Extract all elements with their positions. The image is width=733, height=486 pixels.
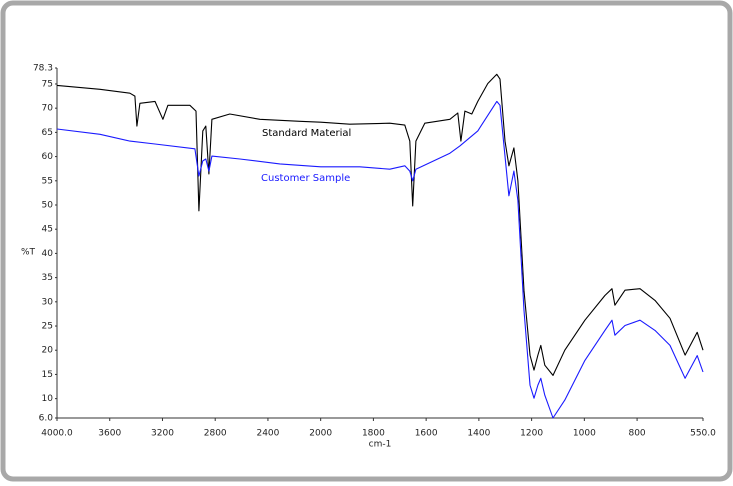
y-tick-label: 30	[42, 297, 54, 307]
y-tick-label: 78.3	[33, 64, 53, 74]
x-tick-label: 4000.0	[41, 429, 73, 439]
x-axis-label: cm-1	[369, 440, 392, 450]
y-tick-label: 6.0	[39, 414, 54, 424]
y-tick-label: 20	[42, 346, 54, 356]
x-tick-label: 1600	[415, 429, 438, 439]
y-tick-label: 35	[42, 273, 53, 283]
y-tick-label: 60	[42, 152, 54, 162]
y-tick-label: 25	[42, 322, 53, 332]
x-tick-label: 550.0	[690, 429, 716, 439]
annotation: Standard Material	[262, 128, 351, 139]
x-tick-label: 2800	[204, 429, 227, 439]
y-tick-label: 65	[42, 128, 53, 138]
y-tick-label: 50	[42, 200, 54, 210]
annotation: Customer Sample	[261, 173, 350, 184]
y-tick-label: 70	[42, 104, 54, 114]
y-axis-label: %T	[21, 248, 36, 258]
x-tick-label: 1000	[573, 429, 596, 439]
y-tick-label: 15	[42, 370, 53, 380]
x-tick-label: 3200	[151, 429, 174, 439]
x-tick-label: 3600	[98, 429, 121, 439]
y-tick-label: 40	[42, 249, 54, 259]
x-tick-label: 800	[628, 429, 645, 439]
spectrum-line	[56, 100, 704, 419]
x-tick-label: 2400	[256, 429, 279, 439]
y-tick-label: 10	[42, 394, 54, 404]
x-tick-label: 1800	[362, 429, 385, 439]
y-tick-label: 55	[42, 176, 53, 186]
spectrum-line	[56, 73, 704, 376]
y-tick-label: 75	[42, 79, 53, 89]
x-tick-label: 1200	[520, 429, 543, 439]
x-tick-label: 2000	[309, 429, 332, 439]
y-tick-label: 45	[42, 225, 53, 235]
x-tick-label: 1400	[467, 429, 490, 439]
